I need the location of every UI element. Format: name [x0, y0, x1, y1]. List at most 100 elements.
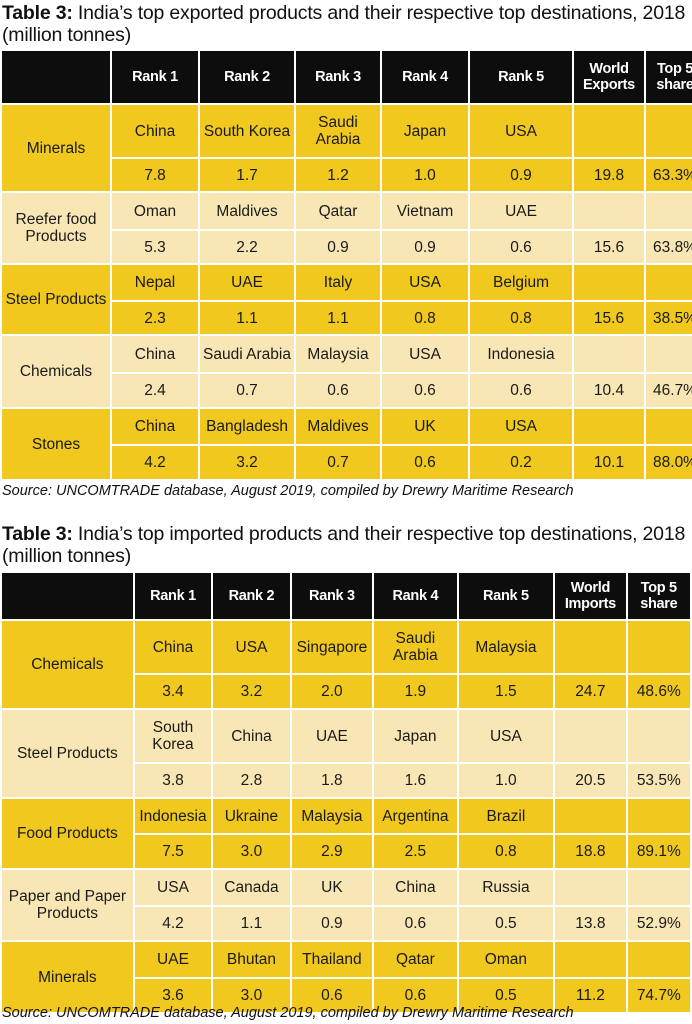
country-cell: UAE: [134, 942, 212, 977]
empty-cell: [646, 193, 692, 229]
value-cell: 7.5: [134, 835, 212, 868]
country-cell: Belgium: [470, 265, 572, 300]
value-cell: 2.2: [200, 231, 294, 263]
world-total-cell: 19.8: [574, 159, 644, 191]
country-cell: Ukraine: [213, 799, 290, 833]
empty-cell: [646, 409, 692, 444]
empty-cell: [627, 942, 690, 977]
table-row: Minerals China South Korea Saudi Arabia …: [2, 105, 692, 191]
country-cell: Oman: [458, 942, 554, 977]
empty-cell: [627, 870, 690, 905]
header-rank-1: Rank 1: [112, 51, 198, 103]
world-total-cell: 11.2: [555, 979, 626, 1012]
country-cell: USA: [213, 621, 290, 673]
country-cell: UK: [382, 409, 468, 444]
value-cell: 4.2: [134, 907, 212, 940]
product-name: Minerals: [2, 942, 133, 1012]
country-cell: Qatar: [296, 193, 380, 229]
top5-share-cell: 48.6%: [627, 675, 690, 708]
country-cell: Saudi Arabia: [374, 621, 457, 673]
country-cell: Saudi Arabia: [200, 336, 294, 372]
country-cell: China: [112, 336, 198, 372]
empty-cell: [574, 265, 644, 300]
country-cell: UAE: [200, 265, 294, 300]
value-cell: 0.2: [470, 446, 572, 479]
country-cell: China: [112, 409, 198, 444]
header-rank-5: Rank 5: [458, 573, 554, 619]
table-row: Stones China Bangladesh Maldives UK USA …: [2, 409, 692, 479]
value-cell: 1.8: [291, 764, 373, 797]
header-corner: [2, 51, 110, 103]
value-cell: 0.8: [382, 302, 468, 334]
empty-cell: [574, 409, 644, 444]
exports-source-note: Source: UNCOMTRADE database, August 2019…: [2, 483, 574, 499]
empty-cell: [555, 942, 626, 977]
value-cell: 1.9: [374, 675, 457, 708]
country-cell: USA: [382, 265, 468, 300]
country-cell: Saudi Arabia: [296, 105, 380, 157]
value-cell: 1.6: [374, 764, 457, 797]
table-row: Reefer food Products Oman Maldives Qatar…: [2, 193, 692, 263]
top5-share-cell: 88.0%: [646, 446, 692, 479]
product-name: Steel Products: [2, 710, 133, 797]
header-rank-4: Rank 4: [382, 51, 468, 103]
empty-cell: [574, 193, 644, 229]
country-cell: UAE: [291, 710, 373, 762]
country-cell: USA: [458, 710, 554, 762]
value-cell: 2.8: [213, 764, 290, 797]
country-cell: USA: [470, 105, 572, 157]
value-cell: 0.6: [291, 979, 373, 1012]
exports-table: Rank 1 Rank 2 Rank 3 Rank 4 Rank 5 World…: [0, 49, 692, 481]
empty-cell: [627, 799, 690, 833]
country-cell: Malaysia: [291, 799, 373, 833]
value-cell: 3.0: [213, 835, 290, 868]
country-cell: Indonesia: [134, 799, 212, 833]
header-world-exports: World Exports: [574, 51, 644, 103]
header-world-imports: World Imports: [555, 573, 626, 619]
value-cell: 0.6: [382, 374, 468, 407]
imports-table-title: Table 3: India’s top imported products a…: [2, 523, 686, 567]
country-cell: Oman: [112, 193, 198, 229]
value-cell: 1.1: [296, 302, 380, 334]
country-cell: Malaysia: [296, 336, 380, 372]
table-row: Food Products Indonesia Ukraine Malaysia…: [2, 799, 690, 868]
product-name: Chemicals: [2, 336, 110, 407]
country-cell: Maldives: [296, 409, 380, 444]
header-top5-share: Top 5 share: [627, 573, 690, 619]
value-cell: 1.1: [200, 302, 294, 334]
imports-header-row: Rank 1 Rank 2 Rank 3 Rank 4 Rank 5 World…: [2, 573, 690, 619]
country-cell: Qatar: [374, 942, 457, 977]
country-cell: UAE: [470, 193, 572, 229]
value-cell: 0.6: [296, 374, 380, 407]
country-cell: China: [134, 621, 212, 673]
product-name: Minerals: [2, 105, 110, 191]
top5-share-cell: 63.3%: [646, 159, 692, 191]
top5-share-cell: 38.5%: [646, 302, 692, 334]
empty-cell: [555, 799, 626, 833]
header-corner: [2, 573, 133, 619]
top5-share-cell: 52.9%: [627, 907, 690, 940]
value-cell: 3.8: [134, 764, 212, 797]
product-name: Reefer food Products: [2, 193, 110, 263]
country-cell: Russia: [458, 870, 554, 905]
value-cell: 2.3: [112, 302, 198, 334]
header-rank-5: Rank 5: [470, 51, 572, 103]
country-cell: Thailand: [291, 942, 373, 977]
world-total-cell: 20.5: [555, 764, 626, 797]
value-cell: 2.9: [291, 835, 373, 868]
table-row: Paper and Paper Products USA Canada UK C…: [2, 870, 690, 940]
country-cell: Singapore: [291, 621, 373, 673]
product-name: Paper and Paper Products: [2, 870, 133, 940]
country-cell: Argentina: [374, 799, 457, 833]
value-cell: 1.1: [213, 907, 290, 940]
value-cell: 7.8: [112, 159, 198, 191]
header-rank-1: Rank 1: [134, 573, 212, 619]
value-cell: 3.2: [213, 675, 290, 708]
table-row: Steel Products Nepal UAE Italy USA Belgi…: [2, 265, 692, 334]
empty-cell: [555, 710, 626, 762]
value-cell: 1.5: [458, 675, 554, 708]
value-cell: 1.2: [296, 159, 380, 191]
country-cell: Indonesia: [470, 336, 572, 372]
value-cell: 3.4: [134, 675, 212, 708]
country-cell: Japan: [382, 105, 468, 157]
